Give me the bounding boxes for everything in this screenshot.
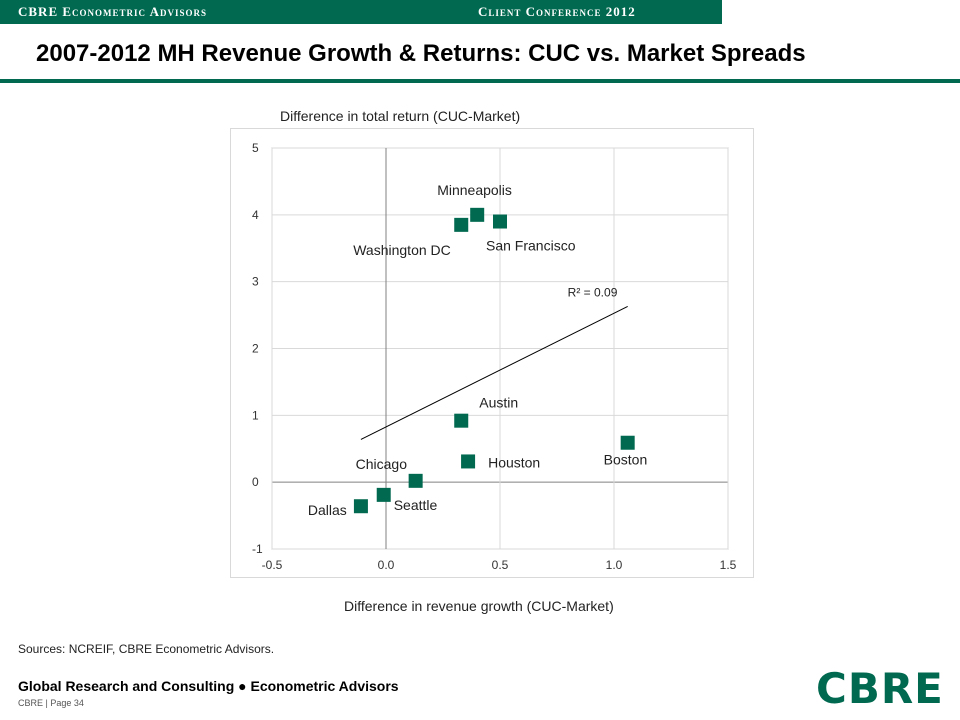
footer-page: CBRE | Page 34 (18, 698, 84, 708)
y-tick-label: 4 (252, 208, 259, 222)
header-bar: CBRE Econometric Advisors Client Confere… (0, 0, 722, 24)
x-axis-title: Difference in revenue growth (CUC-Market… (344, 598, 614, 614)
sources-note: Sources: NCREIF, CBRE Econometric Adviso… (18, 642, 275, 656)
data-point (493, 214, 507, 229)
data-point-label: Washington DC (353, 242, 451, 258)
footer-org: Global Research and Consulting ● Econome… (18, 678, 399, 694)
x-tick-label: 0.5 (492, 558, 509, 572)
y-tick-label: 3 (252, 275, 259, 289)
title-divider (0, 79, 960, 83)
data-point-label: Austin (479, 395, 518, 411)
data-point-label: Chicago (356, 456, 408, 472)
y-tick-label: 5 (252, 141, 259, 155)
x-tick-label: 1.0 (606, 558, 623, 572)
x-tick-label: 1.5 (720, 558, 737, 572)
y-tick-label: 0 (252, 475, 259, 489)
x-tick-label: -0.5 (262, 558, 283, 572)
header-left-text: CBRE Econometric Advisors (18, 4, 207, 19)
data-point-label: Houston (488, 454, 540, 470)
data-point (376, 487, 391, 502)
data-point-label: Dallas (308, 502, 347, 518)
scatter-chart: -1 0 1 2 3 4 5 -0.5 0.0 0.5 1.0 1.5 R² = 0.09 Minneap… (230, 128, 754, 578)
data-point (353, 499, 368, 514)
x-tick-label: 0.0 (378, 558, 395, 572)
data-point (461, 454, 476, 469)
header-right-text: Client Conference 2012 (478, 4, 636, 19)
data-point-label: San Francisco (486, 238, 576, 254)
r-squared-label: R² = 0.09 (568, 285, 618, 299)
data-point (454, 217, 469, 232)
data-point-label: Seattle (394, 497, 438, 513)
y-axis-title: Difference in total return (CUC-Market) (280, 108, 521, 124)
cbre-logo: CBRE (816, 664, 944, 713)
trendline (360, 305, 628, 440)
page-title: 2007-2012 MH Revenue Growth & Returns: C… (36, 40, 806, 67)
data-point (454, 413, 469, 428)
data-point (470, 207, 485, 222)
data-point-label: Boston (604, 452, 648, 468)
y-tick-label: 2 (252, 342, 259, 356)
data-point (408, 473, 423, 488)
y-tick-label: 1 (252, 408, 259, 422)
chart-frame (230, 128, 754, 578)
y-tick-label: -1 (252, 542, 263, 556)
data-point (620, 435, 635, 450)
data-point-label: Minneapolis (437, 182, 512, 198)
